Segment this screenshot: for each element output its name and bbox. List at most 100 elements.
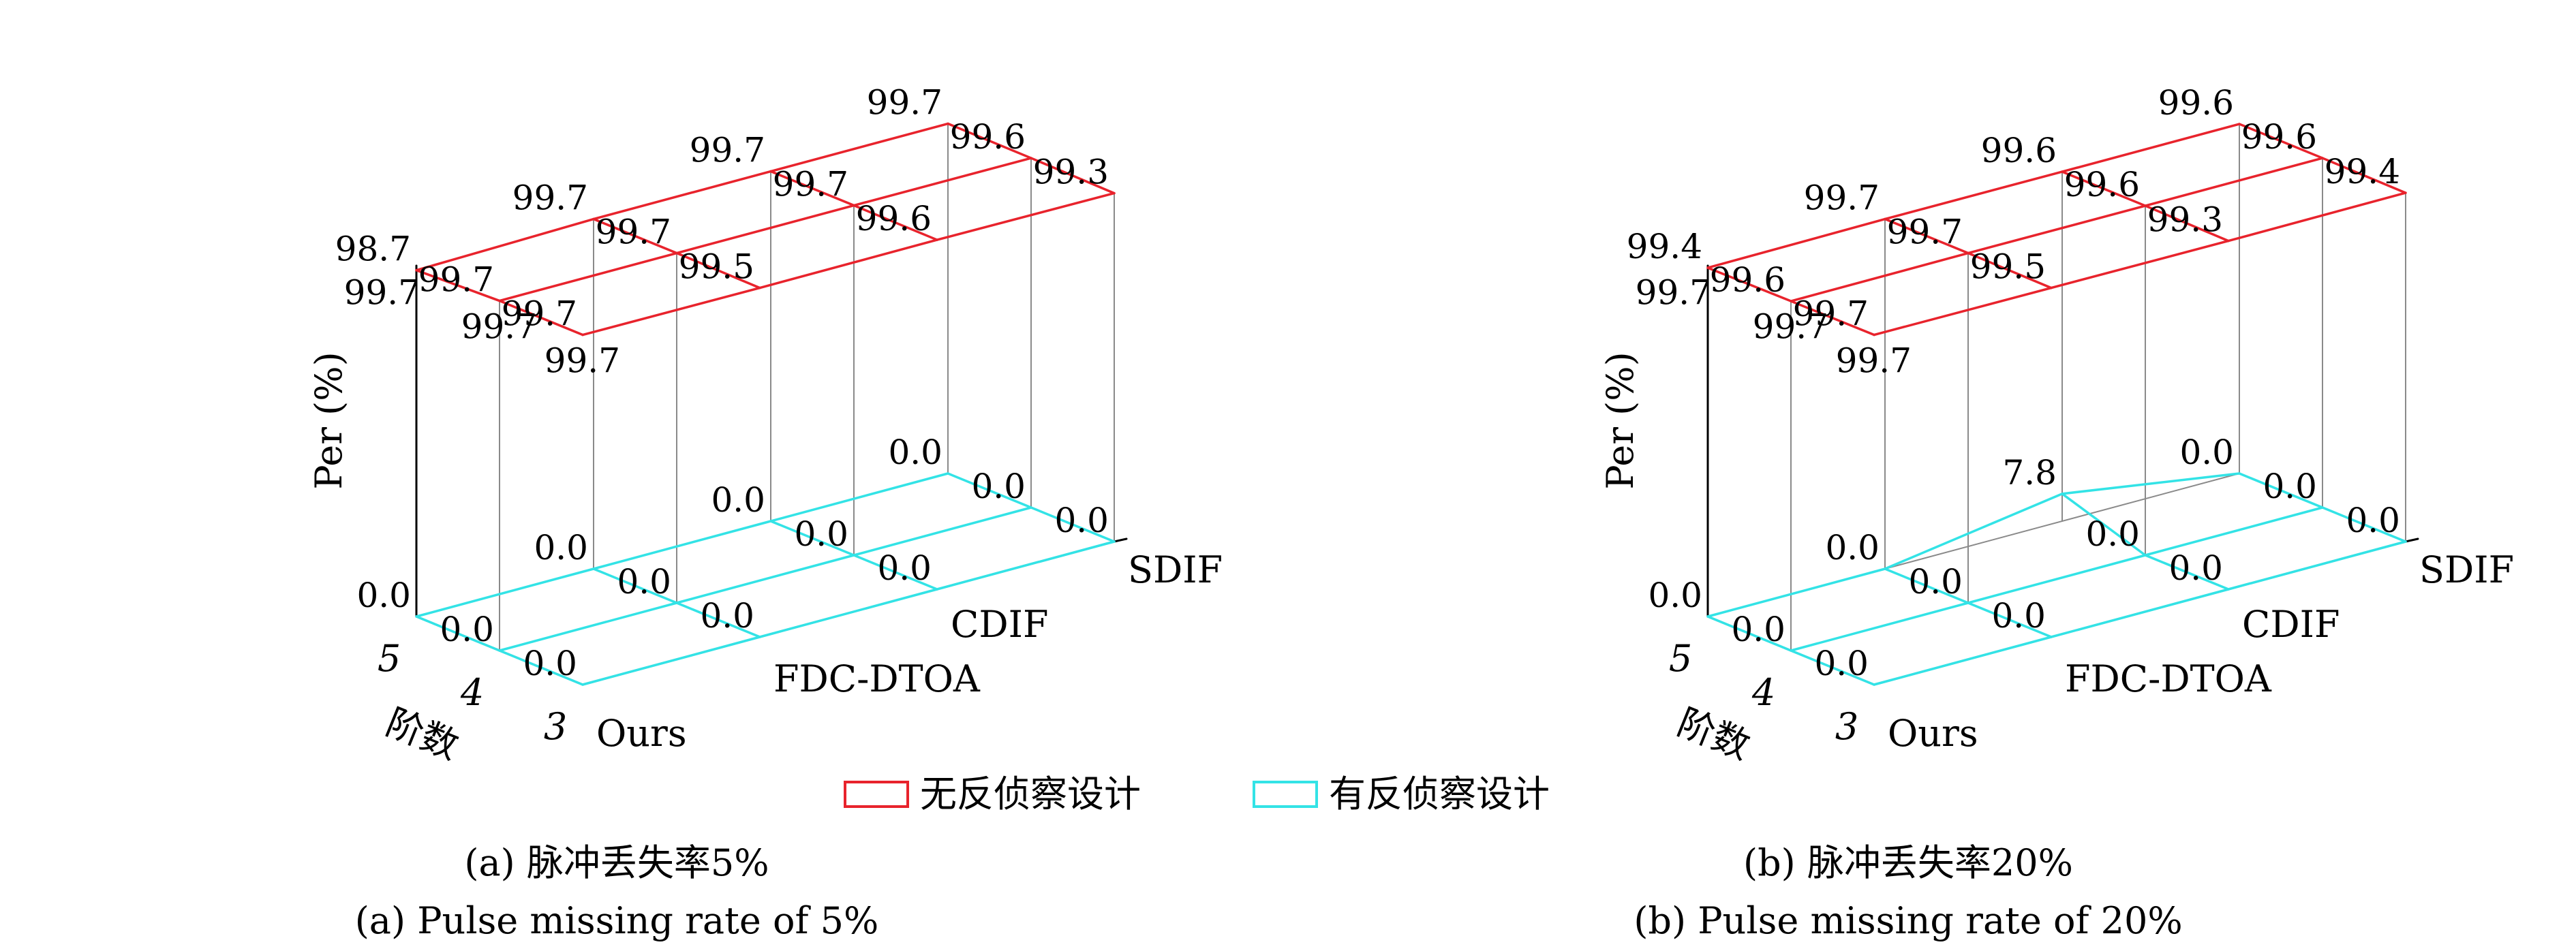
data-label-red: 99.5 (1970, 247, 2046, 287)
red-grid-line (592, 170, 772, 221)
data-label-black: 0.0 (877, 548, 932, 588)
cyan-grid-line (498, 649, 584, 686)
data-label-red: 99.3 (2147, 200, 2223, 240)
legend: 无反侦察设计 有反侦察设计 (844, 773, 1550, 815)
data-label-red: 99.4 (1627, 227, 1702, 266)
red-grid-line (675, 251, 761, 290)
cyan-grid-line (853, 554, 938, 591)
data-label-black: 0.0 (794, 514, 848, 554)
data-label-black: 0.0 (1648, 576, 1702, 615)
cyan-grid-line (415, 615, 501, 652)
cyan-grid-line (592, 520, 772, 570)
data-label-red: 99.7 (773, 165, 848, 204)
cyan-grid-line (1884, 567, 1969, 604)
data-label-black: 0.0 (523, 644, 577, 683)
cyan-grid-line (2061, 493, 2147, 557)
red-grid-line (498, 299, 584, 337)
data-label-black: 7.8 (2002, 453, 2057, 493)
data-label-black: 0.0 (356, 576, 411, 615)
caption-b-en: (b) Pulse missing rate of 20% (1634, 899, 2182, 942)
cyan-grid-line (2144, 554, 2230, 591)
data-label-red: 99.6 (2064, 165, 2140, 204)
data-label-black: 0.0 (888, 433, 942, 472)
data-label-red: 99.7 (1793, 294, 1869, 334)
y-tick-label: 4 (460, 671, 484, 714)
data-label-black: 0.0 (1908, 562, 1963, 602)
cyan-grid-line (675, 554, 855, 604)
x-tick-label: FDC-DTOA (2065, 657, 2272, 700)
cyan-grid-line (1706, 567, 1886, 618)
red-grid-line (498, 251, 678, 302)
red-grid-line (1967, 251, 2053, 290)
cyan-grid-line (2238, 472, 2324, 509)
red-grid-line (1706, 266, 1792, 302)
cyan-grid-line (2050, 588, 2230, 638)
cyan-grid-line (675, 602, 761, 638)
cyan-grid-line (415, 567, 595, 618)
x-tick-label: CDIF (951, 603, 1048, 646)
data-label-red: 99.4 (2325, 152, 2400, 191)
red-grid-line (2144, 157, 2324, 207)
x-tick-label: Ours (1888, 712, 1978, 755)
x-axis-tick (1113, 537, 1128, 543)
x-tick-label: CDIF (2242, 603, 2340, 646)
red-grid-line (2050, 239, 2230, 290)
z-axis-title: Per (%) (1599, 352, 1642, 489)
y-tick-label: 3 (1835, 705, 1858, 748)
legend-swatch-cyan (1253, 781, 1318, 808)
cyan-grid-line (498, 602, 678, 652)
cyan-grid-line (758, 588, 938, 638)
cyan-grid-line (2321, 506, 2407, 543)
y-tick-label: 3 (544, 705, 567, 748)
cyan-grid-line (2144, 506, 2324, 557)
data-label-black: 0.0 (711, 480, 765, 520)
data-label-red: 99.6 (2241, 117, 2317, 157)
side-value-label: 99.7 (344, 273, 420, 313)
data-label-black: 0.0 (2346, 501, 2400, 540)
red-grid-line (1884, 217, 1969, 255)
data-label-red: 99.7 (690, 131, 765, 170)
caption-b-cn: (b) 脉冲丢失率20% (1743, 841, 2073, 884)
data-label-black: 0.0 (534, 528, 588, 567)
side-value-label: 99.7 (545, 341, 620, 381)
red-grid-line (2321, 157, 2407, 194)
cyan-grid-line (1790, 649, 1875, 686)
data-label-red: 99.7 (867, 83, 942, 123)
red-grid-line (2227, 191, 2407, 243)
data-label-black: 0.0 (2263, 467, 2317, 506)
red-grid-line (1884, 170, 2064, 221)
red-grid-line (936, 191, 1116, 241)
x-tick-label: SDIF (2419, 548, 2514, 591)
y-tick-label: 4 (1751, 671, 1775, 714)
red-grid-line (2061, 123, 2241, 173)
data-label-red: 98.7 (335, 230, 411, 269)
data-label-black: 0.0 (1814, 644, 1869, 683)
data-label-black: 0.0 (1825, 528, 1880, 567)
cyan-grid-line (1030, 506, 1116, 543)
legend-label-cyan: 有反侦察设计 (1329, 773, 1550, 815)
data-label-red: 99.7 (596, 213, 671, 252)
cyan-grid-line (936, 540, 1116, 591)
cyan-grid-line (1884, 493, 2064, 570)
chart-b: 99.799.599.399.499.699.799.699.699.499.7… (1599, 83, 2514, 768)
x-tick-label: SDIF (1128, 548, 1223, 591)
red-grid-line (1790, 251, 1969, 302)
data-label-red: 99.7 (502, 294, 577, 334)
caption-a-en: (a) Pulse missing rate of 5% (355, 899, 879, 942)
y-tick-label: 5 (1669, 637, 1692, 680)
data-label-black: 0.0 (1991, 596, 2046, 636)
data-label-red: 99.7 (1804, 178, 1880, 218)
cyan-grid-line (1873, 636, 2053, 686)
data-label-red: 99.6 (950, 117, 1026, 157)
data-label-black: 0.0 (2085, 514, 2140, 554)
red-grid-line (769, 122, 949, 173)
cyan-grid-line (769, 472, 949, 523)
cyan-grid-line (769, 520, 855, 557)
red-grid-line (675, 204, 855, 255)
data-label-black: 0.0 (1731, 610, 1785, 649)
data-label-red: 99.6 (856, 199, 932, 238)
y-tick-label: 5 (378, 637, 401, 680)
cyan-grid-line (581, 636, 761, 686)
cyan-grid-line (2227, 540, 2407, 591)
red-grid-line (758, 238, 938, 290)
